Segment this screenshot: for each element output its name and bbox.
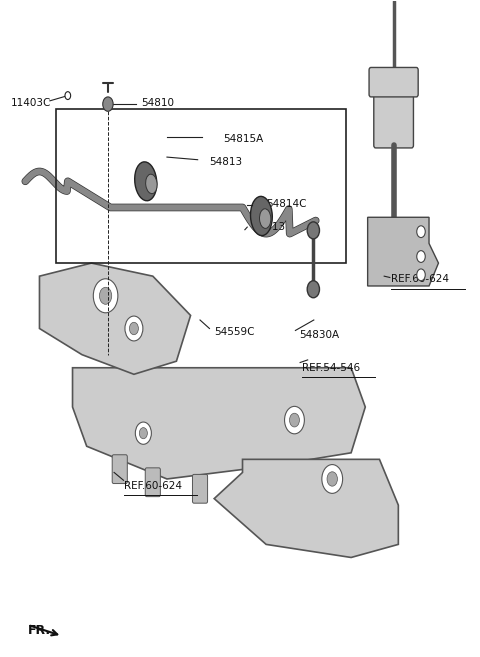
Circle shape [139, 428, 147, 439]
Ellipse shape [260, 209, 271, 229]
FancyBboxPatch shape [112, 455, 127, 484]
Text: FR.: FR. [28, 624, 51, 637]
Circle shape [289, 413, 300, 427]
Ellipse shape [145, 174, 157, 194]
Circle shape [99, 287, 112, 304]
Circle shape [93, 279, 118, 313]
Circle shape [105, 100, 111, 108]
Circle shape [307, 222, 320, 239]
Text: 54830A: 54830A [299, 330, 339, 340]
Text: REF.54-546: REF.54-546 [301, 363, 360, 373]
FancyBboxPatch shape [145, 468, 160, 497]
FancyBboxPatch shape [192, 474, 207, 503]
Circle shape [130, 323, 138, 334]
Circle shape [135, 422, 151, 444]
Circle shape [417, 226, 425, 238]
Bar [56, 109, 347, 263]
Text: REF.60-624: REF.60-624 [123, 480, 181, 491]
Ellipse shape [135, 162, 157, 201]
FancyBboxPatch shape [374, 92, 413, 148]
Polygon shape [72, 368, 365, 479]
Ellipse shape [251, 196, 272, 236]
Polygon shape [214, 459, 398, 558]
Text: 54810: 54810 [141, 98, 174, 108]
Circle shape [285, 406, 304, 434]
Text: 54815A: 54815A [224, 134, 264, 144]
Circle shape [417, 269, 425, 281]
Text: 54813: 54813 [209, 156, 242, 167]
FancyBboxPatch shape [369, 68, 418, 97]
Text: 11403C: 11403C [11, 98, 51, 108]
Polygon shape [368, 217, 438, 286]
Text: 54814C: 54814C [266, 199, 307, 209]
Circle shape [322, 464, 343, 493]
Text: 54813: 54813 [252, 222, 285, 232]
Text: 54559C: 54559C [214, 327, 255, 337]
Circle shape [417, 251, 425, 262]
Circle shape [103, 97, 113, 111]
Circle shape [307, 281, 320, 298]
Polygon shape [39, 263, 191, 374]
Text: REF.60-624: REF.60-624 [391, 275, 449, 284]
Circle shape [327, 472, 337, 486]
Circle shape [125, 316, 143, 341]
Circle shape [65, 92, 71, 99]
